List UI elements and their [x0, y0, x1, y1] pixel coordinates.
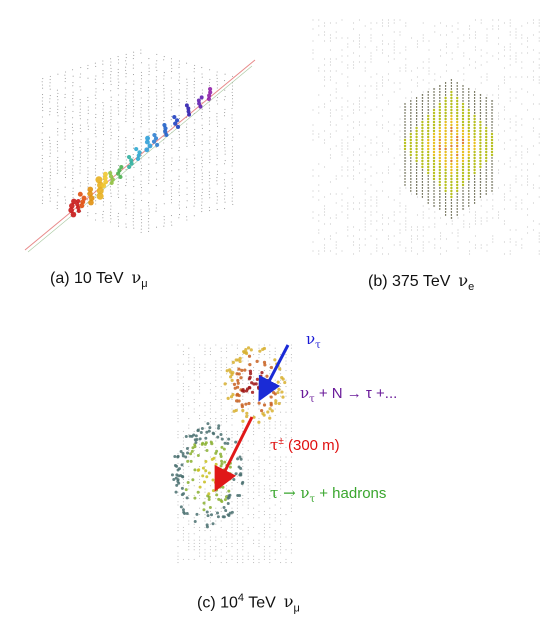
panel-c-neutrino-flavor: μ	[293, 602, 300, 615]
decay-label: τ → ντ + hadrons	[270, 484, 386, 505]
tau-track-label: τ± (300 m)	[270, 436, 340, 454]
tau-track-length: (300 m)	[283, 437, 340, 454]
panel-b-svg	[312, 19, 540, 255]
panel-c-neutrino-symbol: ν	[283, 592, 294, 612]
panel-b-caption-text: (b) 375 TeV	[368, 273, 451, 290]
panel-a-hit-cluster	[68, 86, 213, 218]
panel-c-svg	[170, 344, 292, 564]
panel-b-dom-grid	[312, 19, 540, 255]
panel-a-caption: (a) 10 TeV νμ	[50, 268, 148, 290]
nu-tau-symbol: ν	[306, 330, 316, 348]
panel-a-svg	[24, 49, 256, 253]
interaction-rest: + N → τ +...	[314, 385, 398, 402]
panel-a-neutrino-symbol: ν	[131, 268, 142, 287]
panel-c-interaction-cascade	[223, 346, 287, 424]
panel-b-cascade	[403, 79, 494, 219]
panel-c-neutrino-arrow	[258, 344, 290, 402]
panel-b-neutrino-symbol: ν	[458, 271, 469, 290]
panel-c-decay-cascade	[170, 422, 245, 529]
interaction-label: ντ + N → τ +...	[300, 384, 397, 405]
tau-charge: ±	[278, 436, 284, 447]
nu-tau-subscript: τ	[315, 340, 321, 351]
panel-c-caption-exponent: 4	[237, 592, 245, 604]
panel-c-caption: (c) 104 TeV νμ	[197, 592, 300, 615]
tau-symbol: τ	[270, 436, 279, 454]
panel-c-tau-arrow	[214, 416, 254, 492]
panel-c-caption-unit: TeV	[244, 594, 276, 612]
panel-a-neutrino-flavor: μ	[141, 278, 148, 291]
panel-a-dom-grid	[41, 49, 234, 233]
panel-b-neutrino-flavor: e	[468, 281, 475, 294]
panel-c-event-display	[160, 335, 480, 575]
interaction-nu: ν	[300, 384, 310, 402]
nu-tau-label: ντ	[306, 330, 321, 351]
panel-c-caption-text: (c) 10	[197, 594, 238, 612]
decay-rest: + hadrons	[315, 485, 387, 502]
decay-tau: τ → ν	[270, 484, 310, 502]
decay-nu-sub: τ	[309, 494, 316, 505]
interaction-nu-sub: τ	[309, 394, 315, 405]
panel-b-caption: (b) 375 TeV νe	[368, 271, 474, 293]
panel-a-event-display	[20, 30, 260, 262]
panel-a-caption-text: (a) 10 TeV	[50, 270, 124, 287]
panel-b-event-display	[305, 5, 545, 267]
